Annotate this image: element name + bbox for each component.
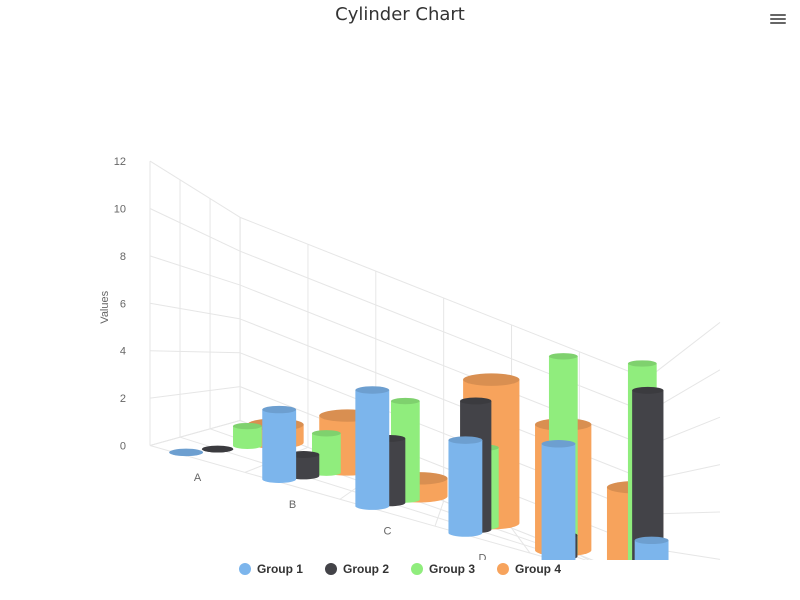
- cylinder-body: [355, 389, 390, 510]
- cylinder-body: [634, 540, 669, 560]
- side-wall-gridline: [149, 208, 241, 252]
- legend-item[interactable]: Group 3: [411, 562, 475, 576]
- chart-legend: Group 1 Group 2 Group 3 Group 4: [0, 562, 800, 576]
- legend-swatch: [238, 563, 251, 575]
- legend-swatch: [411, 563, 423, 575]
- cylinder-top: [312, 430, 341, 437]
- legend-item[interactable]: Group 1: [238, 562, 303, 576]
- chart-plot-area: 024681012ValuesABCDEF0100200300: [99, 156, 721, 560]
- cylinder-point: [632, 386, 664, 560]
- cylinder-top: [262, 405, 297, 414]
- legend-item[interactable]: Group 2: [324, 562, 389, 576]
- cylinder-body: [541, 443, 576, 560]
- side-wall-gridline: [149, 302, 241, 320]
- cylinder-body: [632, 390, 664, 560]
- chart-title: Cylinder Chart: [335, 4, 465, 25]
- x-tick-label: C: [384, 526, 392, 538]
- cylinder-top: [632, 386, 664, 394]
- floor-gridline: [511, 527, 531, 554]
- cylinder-top: [627, 360, 657, 367]
- cylinder-point: [634, 536, 669, 560]
- side-wall-gridline: [149, 350, 241, 354]
- menu-bar: [770, 22, 786, 24]
- legend-swatch: [324, 563, 337, 575]
- cylinder-point: [169, 448, 204, 457]
- cylinder-top: [463, 373, 520, 386]
- y-tick-label: 0: [120, 441, 126, 453]
- side-wall-gridline: [149, 160, 241, 218]
- floor-gridline: [434, 500, 445, 527]
- legend-label: Group 4: [515, 562, 562, 576]
- y-tick-label: 10: [114, 204, 126, 216]
- side-wall-gridline: [149, 386, 241, 399]
- cylinder-top: [233, 422, 262, 430]
- side-wall-gridline: [149, 255, 241, 286]
- legend-swatch: [497, 563, 510, 575]
- y-axis-title: Values: [99, 290, 111, 323]
- cylinder-point: [233, 422, 262, 449]
- x-tick-label: D: [479, 553, 487, 560]
- cylinder-top: [201, 445, 234, 453]
- cylinder-point: [201, 445, 234, 453]
- floor-gridline: [149, 420, 241, 446]
- x-tick-label: A: [194, 472, 202, 484]
- y-tick-label: 12: [114, 156, 126, 168]
- menu-bar: [770, 14, 786, 16]
- menu-bar: [770, 18, 786, 20]
- cylinder-top: [541, 440, 576, 448]
- cylinder-top: [390, 397, 420, 405]
- legend-label: Group 3: [429, 562, 476, 576]
- right-wall-gridline: [646, 322, 721, 380]
- cylinder-point: [262, 405, 297, 483]
- grid-lines: [149, 160, 721, 560]
- y-tick-label: 6: [120, 298, 126, 310]
- cylinder-body: [448, 440, 483, 537]
- y-tick-label: 4: [120, 346, 126, 358]
- cylinder-top: [460, 397, 492, 405]
- legend-item[interactable]: Group 4: [497, 562, 561, 576]
- hamburger-menu-icon[interactable]: [770, 12, 786, 26]
- cylinder-body: [233, 426, 262, 449]
- cylinder-point: [541, 440, 576, 560]
- cylinder-top: [548, 353, 578, 360]
- cylinder-top: [634, 536, 669, 545]
- cylinder-series-group: [169, 353, 669, 560]
- y-tick-label: 8: [120, 251, 126, 263]
- cylinder-top: [448, 436, 483, 444]
- legend-label: Group 1: [256, 562, 303, 576]
- cylinder-point: [355, 386, 390, 510]
- y-tick-label: 2: [120, 393, 126, 405]
- x-tick-label: B: [289, 499, 296, 511]
- cylinder-body: [262, 409, 297, 483]
- cylinder-point: [448, 436, 483, 537]
- legend-label: Group 2: [342, 562, 389, 576]
- cylinder-top: [169, 448, 204, 457]
- cylinder-top: [355, 386, 390, 394]
- floor-gridline: [579, 554, 590, 560]
